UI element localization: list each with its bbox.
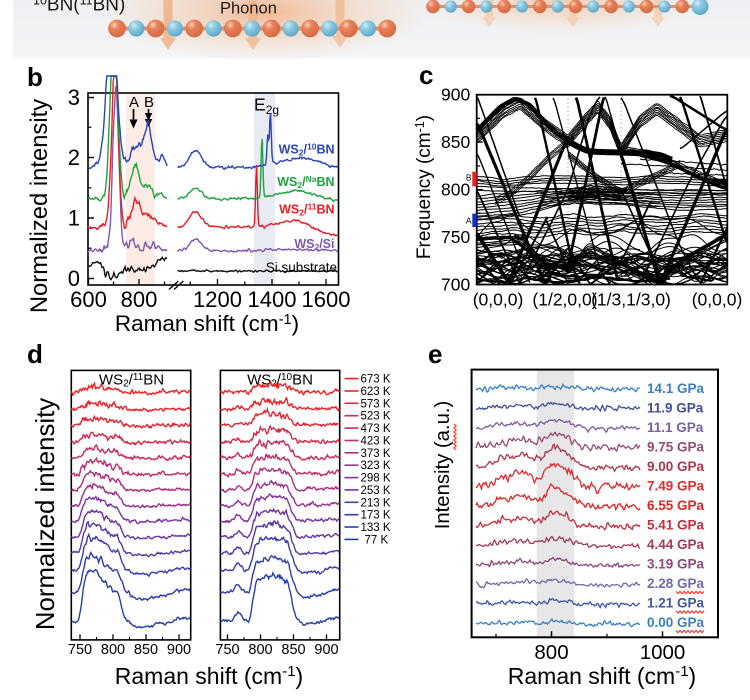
svg-text:3.19 GPa: 3.19 GPa — [647, 557, 705, 572]
svg-text:700: 700 — [441, 275, 470, 295]
svg-text:0: 0 — [68, 266, 80, 291]
svg-text:WS2/10BN: WS2/10BN — [247, 372, 313, 390]
svg-text:800: 800 — [441, 180, 470, 200]
svg-text:11.1 GPa: 11.1 GPa — [647, 420, 704, 435]
svg-text:1400: 1400 — [248, 287, 297, 312]
svg-text:2.28 GPa: 2.28 GPa — [647, 576, 705, 591]
svg-text:9.00 GPa: 9.00 GPa — [647, 459, 705, 474]
svg-text:0.00 GPa: 0.00 GPa — [647, 615, 705, 630]
svg-text:133 K: 133 K — [361, 522, 391, 534]
svg-text:Intensity (a.u.): Intensity (a.u.) — [432, 401, 454, 530]
svg-text:Raman shift (cm-1): Raman shift (cm-1) — [115, 663, 303, 689]
svg-text:900: 900 — [441, 85, 470, 105]
svg-text:WS2/11BN: WS2/11BN — [99, 372, 164, 390]
svg-text:Raman shift (cm-1): Raman shift (cm-1) — [508, 663, 696, 689]
svg-text:213 K: 213 K — [361, 497, 391, 509]
svg-text:2: 2 — [68, 145, 80, 170]
svg-text:850: 850 — [441, 132, 470, 152]
svg-text:6.55 GPa: 6.55 GPa — [647, 498, 705, 513]
svg-text:750: 750 — [68, 642, 92, 658]
svg-text:3: 3 — [68, 85, 80, 110]
svg-text:750: 750 — [215, 642, 239, 658]
svg-text:d: d — [27, 339, 43, 369]
svg-text:900: 900 — [314, 642, 338, 658]
svg-text:B: B — [466, 173, 472, 183]
svg-text:Raman shift (cm-1): Raman shift (cm-1) — [115, 311, 299, 336]
svg-text:373 K: 373 K — [361, 448, 391, 460]
svg-text:WS2/11BN: WS2/11BN — [279, 202, 334, 218]
svg-text:600: 600 — [70, 287, 107, 312]
svg-text:(0,0,0): (0,0,0) — [692, 290, 743, 310]
svg-text:1600: 1600 — [302, 287, 351, 312]
svg-text:1: 1 — [68, 206, 80, 231]
svg-text:(1/3,1/3,0): (1/3,1/3,0) — [591, 290, 671, 310]
svg-text:77 K: 77 K — [365, 534, 389, 546]
svg-text:5.41 GPa: 5.41 GPa — [647, 518, 705, 533]
svg-text:(0,0,0): (0,0,0) — [473, 290, 524, 310]
svg-text:800: 800 — [534, 641, 568, 664]
svg-text:750: 750 — [441, 227, 470, 247]
svg-text:323 K: 323 K — [361, 460, 391, 472]
svg-text:298 K: 298 K — [361, 473, 391, 485]
svg-text:623 K: 623 K — [361, 386, 391, 398]
svg-text:173 K: 173 K — [361, 510, 391, 522]
svg-text:573 K: 573 K — [361, 398, 391, 410]
svg-text:A: A — [129, 94, 139, 111]
svg-text:423 K: 423 K — [361, 436, 391, 448]
svg-text:10BN(11BN): 10BN(11BN) — [33, 0, 125, 16]
svg-text:11.9 GPa: 11.9 GPa — [647, 401, 704, 416]
svg-text:800: 800 — [101, 642, 125, 658]
svg-text:B: B — [144, 94, 154, 111]
svg-text:800: 800 — [248, 642, 272, 658]
svg-text:1.21 GPa: 1.21 GPa — [647, 596, 705, 611]
svg-text:850: 850 — [281, 642, 305, 658]
svg-text:WS2/10BN: WS2/10BN — [279, 142, 335, 158]
svg-text:850: 850 — [134, 642, 158, 658]
svg-text:9.75 GPa: 9.75 GPa — [647, 440, 705, 455]
svg-text:b: b — [27, 62, 43, 92]
svg-text:e: e — [428, 339, 442, 369]
svg-text:253 K: 253 K — [361, 485, 391, 497]
svg-text:c: c — [419, 60, 433, 90]
svg-text:Normalized intensity: Normalized intensity — [26, 99, 53, 313]
svg-text:WS2/NaBN: WS2/NaBN — [277, 174, 334, 190]
svg-text:WS2/Si: WS2/Si — [294, 237, 334, 252]
svg-text:900: 900 — [167, 642, 191, 658]
svg-text:1000: 1000 — [640, 641, 686, 664]
svg-text:A: A — [466, 216, 472, 226]
svg-text:1200: 1200 — [193, 287, 242, 312]
svg-text:14.1 GPa: 14.1 GPa — [647, 381, 705, 396]
svg-text:673 K: 673 K — [361, 374, 391, 386]
svg-text:Si substrate: Si substrate — [266, 260, 337, 275]
svg-text:473 K: 473 K — [361, 423, 391, 435]
svg-text:Frequency (cm-1): Frequency (cm-1) — [413, 115, 435, 259]
svg-text:Phonon: Phonon — [220, 0, 277, 18]
svg-text:(1/2,0,0): (1/2,0,0) — [532, 290, 597, 310]
svg-text:Normalized intensity: Normalized intensity — [32, 398, 60, 630]
svg-text:800: 800 — [121, 287, 158, 312]
svg-text:7.49 GPa: 7.49 GPa — [647, 479, 705, 494]
svg-text:523 K: 523 K — [361, 411, 391, 423]
svg-text:4.44 GPa: 4.44 GPa — [647, 537, 705, 552]
